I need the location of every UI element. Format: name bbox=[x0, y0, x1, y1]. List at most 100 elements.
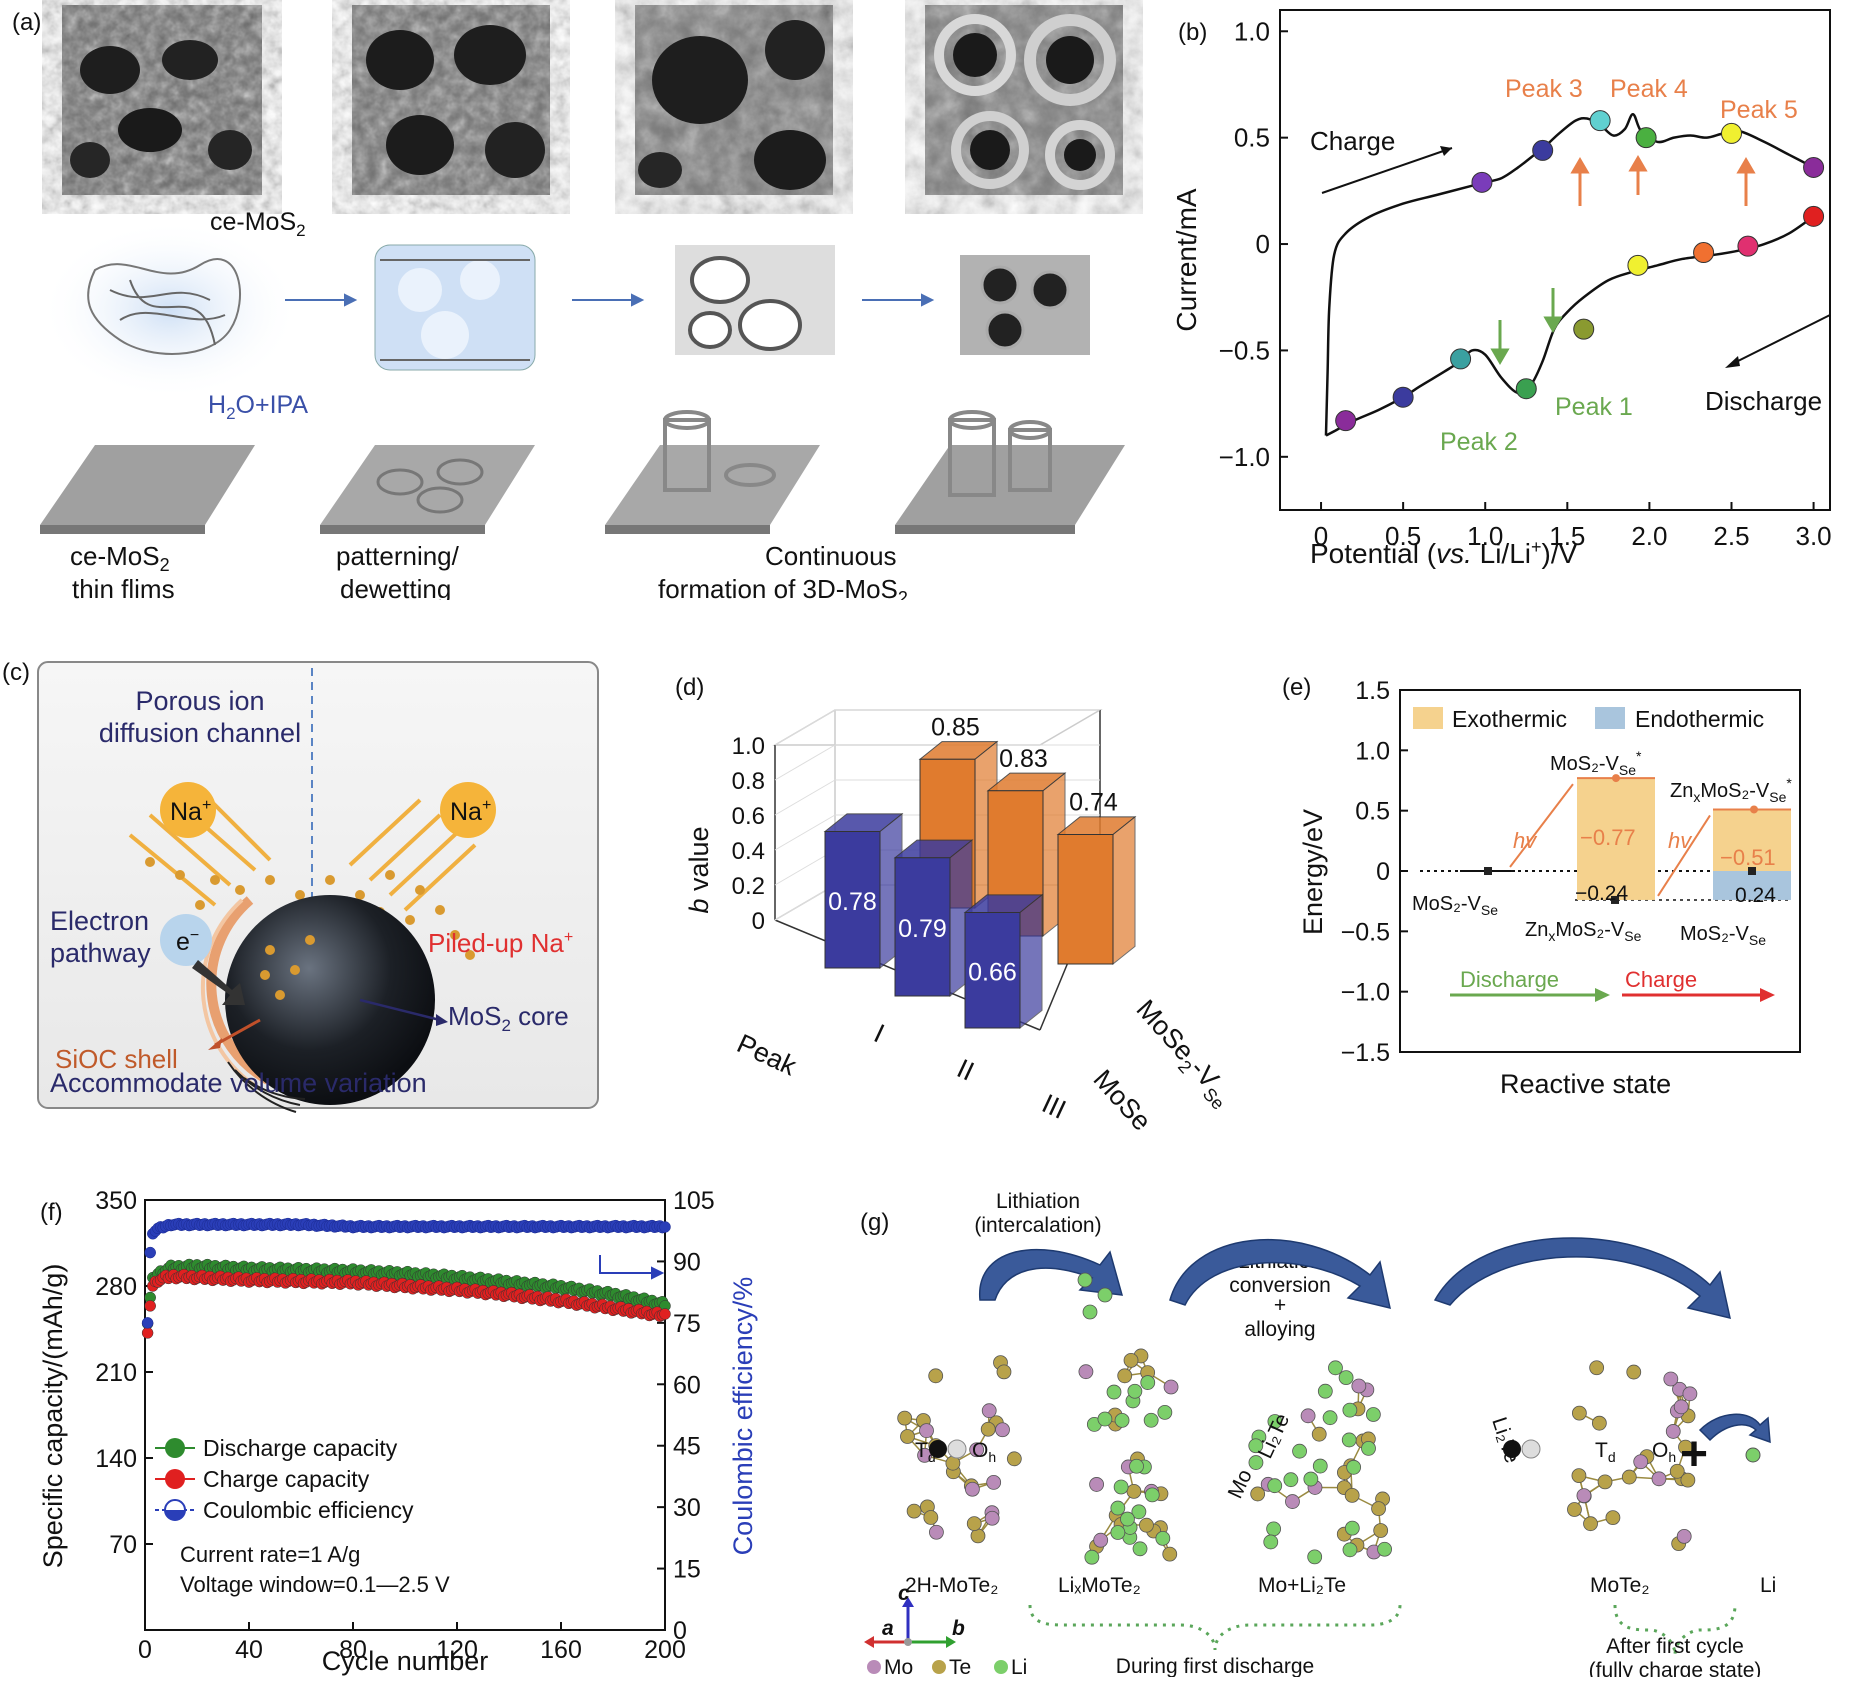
y-left-tick-label: 350 bbox=[95, 1187, 137, 1215]
atom bbox=[1285, 1495, 1299, 1509]
note-voltage: Voltage window=0.1—2.5 V bbox=[180, 1572, 450, 1597]
y-left-title: Specific capacity/(mAh/g) bbox=[38, 1264, 68, 1569]
atom bbox=[1144, 1413, 1158, 1427]
piled-up-label: Piled-up Na+ bbox=[428, 928, 573, 958]
data-point bbox=[145, 1247, 156, 1258]
hv-arrow-1 bbox=[1510, 784, 1573, 867]
panel-c-canvas: (c) Porous ion diffusion channel Na+ Na+ bbox=[0, 650, 620, 1120]
atom bbox=[1577, 1489, 1591, 1503]
y-tick-label: 0 bbox=[1376, 858, 1390, 886]
bar-front bbox=[1058, 835, 1113, 965]
struct-mote2: MoTe₂ bbox=[1590, 1574, 1650, 1597]
x-tick-label: 40 bbox=[235, 1636, 263, 1664]
panel-f-label: (f) bbox=[40, 1199, 63, 1226]
atom bbox=[920, 1424, 934, 1438]
y-right-tick-label: 60 bbox=[673, 1371, 701, 1399]
lith2-line3: + bbox=[1274, 1294, 1286, 1317]
data-point bbox=[142, 1327, 153, 1338]
electron-line1: Electron bbox=[50, 906, 149, 936]
atom bbox=[1107, 1385, 1121, 1399]
legend-discharge: Discharge capacity bbox=[203, 1435, 398, 1461]
atom bbox=[1378, 1542, 1392, 1556]
schematic-film-glow bbox=[40, 220, 300, 400]
oh-site-1 bbox=[948, 1440, 966, 1458]
x-axis-title: Reactive state bbox=[1500, 1069, 1671, 1099]
cv-marker bbox=[1472, 172, 1492, 192]
legend: Discharge capacity Charge capacity Coulo… bbox=[155, 1435, 414, 1523]
panel-c: (c) Porous ion diffusion channel Na+ Na+ bbox=[0, 650, 620, 1120]
atom bbox=[1318, 1384, 1332, 1398]
step2-line2: dewetting bbox=[340, 574, 451, 600]
value-024-exo: −0.24 bbox=[1575, 882, 1628, 905]
depth-label-mose2: MoSe2 bbox=[1084, 1064, 1164, 1130]
y-tick-label: 0.6 bbox=[732, 803, 765, 830]
discharge-label: Discharge bbox=[1460, 967, 1559, 992]
sem-image-1 bbox=[62, 5, 262, 195]
cv-marker bbox=[1451, 349, 1471, 369]
atom bbox=[1366, 1408, 1380, 1422]
hv-label-1: hv bbox=[1513, 828, 1538, 853]
atom bbox=[1267, 1522, 1281, 1536]
atom bbox=[1145, 1488, 1159, 1502]
atom bbox=[929, 1369, 943, 1383]
atom bbox=[907, 1504, 921, 1518]
y-tick-label: 0.2 bbox=[732, 873, 765, 900]
atom bbox=[1627, 1365, 1641, 1379]
channel-line2: diffusion channel bbox=[99, 718, 301, 748]
oh-site bbox=[1522, 1440, 1540, 1458]
grid-side bbox=[775, 745, 835, 780]
legend-endo-swatch bbox=[1595, 707, 1625, 729]
y-tick-label: 0.5 bbox=[1234, 123, 1270, 153]
y-left-tick-label: 140 bbox=[95, 1445, 137, 1473]
after-line2: (fully charge state) bbox=[1589, 1659, 1762, 1677]
atom bbox=[1293, 1444, 1307, 1458]
atom bbox=[1352, 1379, 1366, 1393]
bar-side bbox=[1020, 895, 1042, 1028]
panel-g-canvas: (g) Lithiation (intercalation) Lithiatio… bbox=[860, 1180, 1870, 1677]
bracket-discharge bbox=[1030, 1605, 1400, 1650]
atom bbox=[1584, 1517, 1598, 1531]
atom bbox=[997, 1365, 1011, 1379]
y-right-tick-label: 90 bbox=[673, 1248, 701, 1276]
state-znmos2v: ZnxMoS₂-VSe bbox=[1525, 919, 1642, 944]
discharge-arrowhead bbox=[1725, 356, 1740, 368]
step3-line2: formation of 3D-MoS2 bbox=[658, 574, 908, 600]
atom bbox=[1347, 1460, 1361, 1474]
atom bbox=[1342, 1433, 1356, 1447]
atom bbox=[1674, 1400, 1688, 1414]
atom bbox=[1120, 1512, 1134, 1526]
struct-lixmote2: LiₓMoTe₂ bbox=[1058, 1574, 1141, 1597]
peak-label-2: II bbox=[952, 1053, 978, 1087]
y-right-tick-label: 45 bbox=[673, 1433, 701, 1461]
atom bbox=[1664, 1372, 1678, 1386]
discharge-arrow bbox=[1730, 315, 1830, 365]
step1-line2: thin flims bbox=[72, 574, 175, 600]
atom bbox=[1362, 1441, 1376, 1455]
li-atom bbox=[1078, 1273, 1092, 1287]
discharge-label: Discharge bbox=[1705, 386, 1822, 416]
step1-line1: ce-MoS2 bbox=[70, 541, 170, 575]
data-point bbox=[142, 1317, 153, 1328]
schematic-rings bbox=[675, 245, 835, 355]
series-0 bbox=[142, 1259, 670, 1329]
atom bbox=[1130, 1459, 1144, 1473]
cv-marker bbox=[1590, 111, 1610, 131]
lith1-line1: Lithiation bbox=[996, 1190, 1080, 1213]
atom bbox=[1163, 1547, 1177, 1561]
na-ion-right: Na+ bbox=[440, 782, 496, 838]
td-label-2: Td bbox=[1595, 1439, 1616, 1465]
charge-label: Charge bbox=[1310, 126, 1395, 156]
li-product-atom bbox=[1746, 1448, 1760, 1462]
cv-marker bbox=[1694, 243, 1714, 263]
step2-line1: patterning/ bbox=[336, 541, 460, 571]
ce-axis-pointer bbox=[600, 1255, 662, 1278]
atom bbox=[1301, 1409, 1315, 1423]
na-ion-left: Na+ bbox=[160, 782, 216, 838]
atom bbox=[1323, 1411, 1337, 1425]
atom bbox=[1567, 1503, 1581, 1517]
atom bbox=[1133, 1542, 1147, 1556]
x-tick-label: 160 bbox=[540, 1636, 582, 1664]
atom bbox=[971, 1529, 985, 1543]
atom bbox=[1284, 1473, 1298, 1487]
